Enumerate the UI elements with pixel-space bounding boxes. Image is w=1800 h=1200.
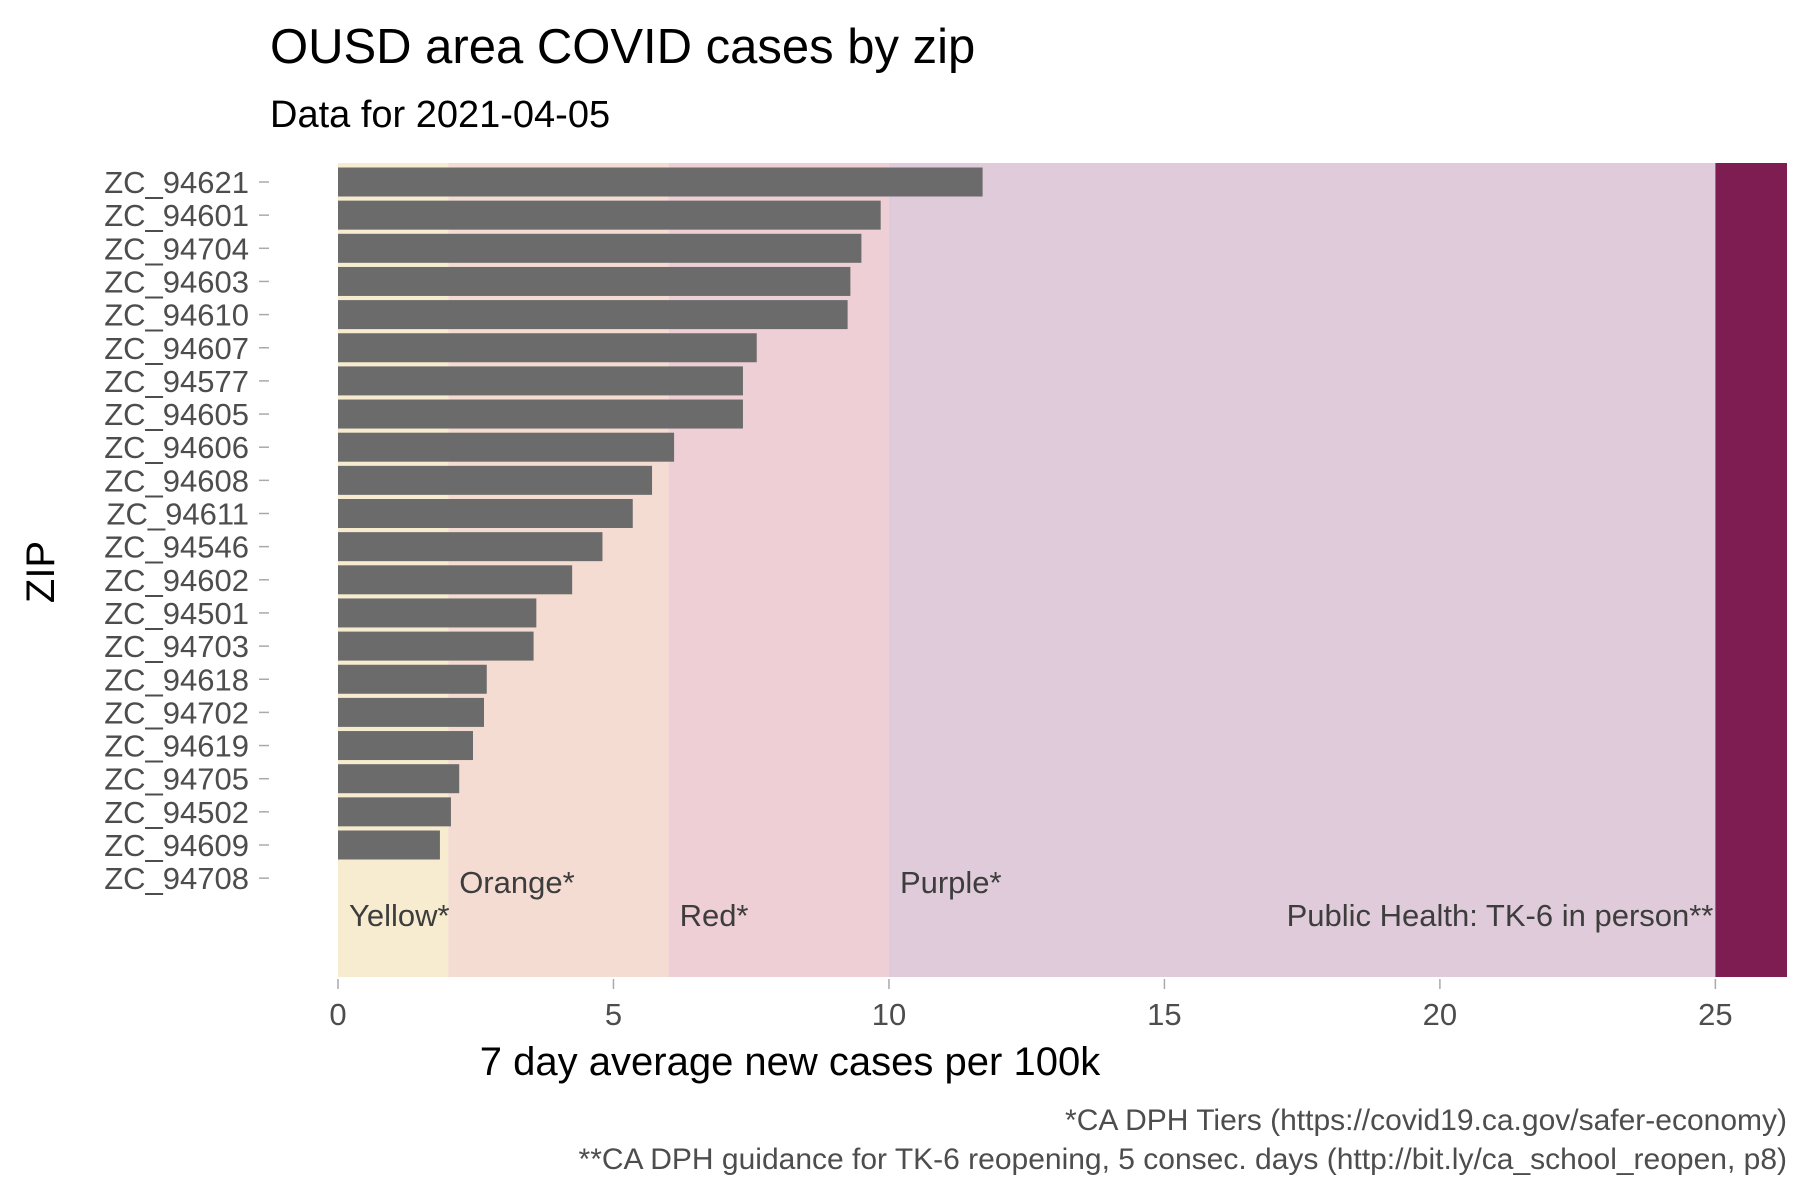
bar-ZC_94546 [338, 532, 603, 562]
y-tick-label: ZC_94606 [104, 430, 249, 465]
tier-band-label-3: Purple* [900, 865, 1002, 900]
y-tick-label: ZC_94609 [104, 828, 249, 863]
y-tick-label: ZC_94621 [104, 165, 249, 200]
y-tick-label: ZC_94605 [104, 397, 249, 432]
bar-ZC_94605 [338, 399, 743, 429]
bar-ZC_94619 [338, 731, 473, 761]
bar-ZC_94607 [338, 333, 757, 363]
bar-ZC_94609 [338, 830, 440, 860]
caption-tiers-source: *CA DPH Tiers (https://covid19.ca.gov/sa… [1065, 1104, 1787, 1137]
bar-ZC_94705 [338, 764, 460, 794]
tier-band-4 [1715, 163, 1787, 977]
y-tick-label: ZC_94501 [104, 596, 249, 631]
x-axis: 0 5 10 15 20 25 [329, 979, 1733, 1032]
y-tick-label: ZC_94708 [104, 861, 249, 896]
y-tick-label: ZC_94602 [104, 563, 249, 598]
tier-band-label-2: Red* [680, 898, 749, 933]
x-tick-label: 10 [872, 997, 906, 1032]
y-tick-label: ZC_94607 [104, 331, 249, 366]
bar-ZC_94703 [338, 631, 534, 661]
bar-ZC_94702 [338, 697, 485, 727]
chart-subtitle: Data for 2021-04-05 [270, 94, 611, 136]
y-tick-label: ZC_94704 [104, 231, 249, 266]
bar-chart-plot: Yellow* Orange* Red* Purple* Public Health: … [19, 163, 1787, 1084]
bar-ZC_94608 [338, 465, 653, 495]
bar-ZC_94502 [338, 797, 451, 827]
y-tick-label: ZC_94577 [104, 364, 249, 399]
bar-ZC_94602 [338, 565, 573, 595]
bar-ZC_94606 [338, 432, 675, 462]
bar-series [338, 167, 983, 860]
chart-title: OUSD area COVID cases by zip [270, 20, 976, 74]
caption-reopening-source: **CA DPH guidance for TK-6 reopening, 5 … [578, 1143, 1787, 1176]
y-tick-label: ZC_94502 [104, 795, 249, 830]
tier-band-label-4: Public Health: TK-6 in person** [1287, 898, 1714, 933]
x-tick-label: 0 [329, 997, 346, 1032]
x-tick-label: 20 [1423, 997, 1457, 1032]
bar-ZC_94501 [338, 598, 537, 628]
y-tick-label: ZC_94702 [104, 695, 249, 730]
x-tick-label: 25 [1698, 997, 1732, 1032]
y-tick-label: ZC_94608 [104, 463, 249, 498]
tier-band-labels: Yellow* Orange* Red* Purple* Public Health: … [349, 865, 1713, 933]
x-tick-label: 5 [605, 997, 622, 1032]
y-tick-label: ZC_94705 [104, 762, 249, 797]
y-tick-label: ZC_94610 [104, 298, 249, 333]
tier-band-2 [668, 163, 889, 977]
y-axis-title: ZIP [19, 541, 63, 603]
y-tick-label: ZC_94611 [107, 497, 249, 532]
y-tick-label: ZC_94603 [104, 264, 249, 299]
tier-band-3 [888, 163, 1716, 977]
bar-ZC_94577 [338, 366, 743, 396]
x-axis-title: 7 day average new cases per 100k [480, 1040, 1101, 1084]
bar-ZC_94704 [338, 233, 862, 263]
bar-ZC_94601 [338, 200, 881, 230]
y-tick-label: ZC_94546 [104, 530, 249, 565]
y-axis: ZC_94621ZC_94601ZC_94704ZC_94603ZC_94610… [104, 165, 269, 896]
x-tick-label: 15 [1147, 997, 1181, 1032]
bar-ZC_94611 [338, 499, 633, 528]
y-tick-label: ZC_94601 [104, 198, 249, 233]
y-tick-label: ZC_94619 [104, 729, 249, 764]
bar-ZC_94621 [338, 167, 983, 197]
bar-ZC_94603 [338, 266, 851, 296]
tier-band-label-1: Orange* [459, 865, 574, 900]
y-tick-label: ZC_94703 [104, 629, 249, 664]
tier-bands [338, 163, 1787, 977]
bar-ZC_94610 [338, 300, 848, 330]
bar-ZC_94618 [338, 664, 487, 694]
tier-band-label-0: Yellow* [349, 898, 450, 933]
y-tick-label: ZC_94618 [104, 662, 249, 697]
